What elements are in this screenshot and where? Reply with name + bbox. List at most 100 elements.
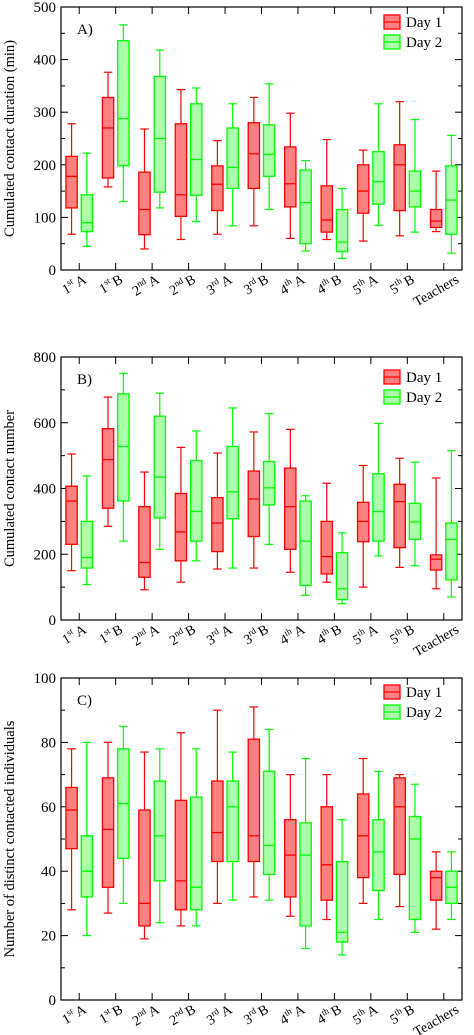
x-tick-label-suffix: A <box>219 1002 236 1020</box>
x-tick-label-suffix: A <box>292 272 309 290</box>
x-tick-label-suffix: B <box>402 1002 418 1020</box>
legend-label: Day 2 <box>406 390 442 406</box>
box-day2-2 <box>153 748 167 924</box>
box-iqr <box>299 822 312 927</box>
x-tick-label-suffix: B <box>110 622 126 640</box>
legend-label: Day 1 <box>406 15 442 31</box>
x-tick-label-sup: rd <box>246 275 258 288</box>
box-iqr <box>356 164 370 214</box>
box-day2-0 <box>80 475 94 586</box>
y-axis-label: Number of distinct contacted individuals <box>2 720 18 957</box>
box-day2-6 <box>299 757 312 950</box>
x-tick-label-suffix: A <box>219 272 236 290</box>
x-tick-label-suffix: A <box>292 622 309 640</box>
x-tick-label: 5thA <box>349 999 381 1028</box>
x-tick-label: 5thB <box>386 620 417 648</box>
box-day1-1 <box>101 741 115 914</box>
box-iqr <box>335 551 349 601</box>
y-tick-label: 500 <box>34 0 57 16</box>
x-tick-label-suffix: A <box>73 1002 90 1020</box>
box-iqr <box>80 194 94 233</box>
box-day2-9 <box>408 118 422 233</box>
x-tick-label-sup: th <box>355 626 366 638</box>
x-tick-label-sup: th <box>355 1006 366 1018</box>
box-day2-0 <box>80 152 94 247</box>
x-tick-label-suffix: B <box>110 272 126 290</box>
box-iqr <box>262 460 276 506</box>
x-tick-label-suffix: A <box>365 1002 382 1020</box>
box-day2-0 <box>80 741 94 937</box>
x-tick-label: 4thB <box>313 620 344 648</box>
box-iqr <box>335 860 349 943</box>
box-day1-4 <box>211 709 224 905</box>
x-tick-label-suffix: B <box>402 272 418 290</box>
box-iqr <box>372 819 385 892</box>
box-day2-3 <box>189 748 203 927</box>
box-day1-0 <box>65 453 78 572</box>
x-tick-label-suffix: A <box>219 622 236 640</box>
x-tick-label-sup: th <box>392 1005 403 1017</box>
y-tick-label: 400 <box>34 53 57 69</box>
box-iqr <box>320 806 334 901</box>
x-tick-label-sup: rd <box>209 1006 221 1019</box>
x-tick-label-base: Teachers <box>411 1002 461 1035</box>
x-tick-label: 2ndA <box>129 999 163 1029</box>
x-tick-label: 5thB <box>386 1000 417 1028</box>
box-day1-4 <box>211 140 224 235</box>
box-iqr <box>211 497 224 553</box>
x-tick-label: 1stA <box>58 619 90 648</box>
y-tick-label: 100 <box>34 671 57 687</box>
box-iqr <box>283 819 297 898</box>
box-day1-7 <box>320 482 334 583</box>
y-tick-label: 0 <box>49 263 57 279</box>
x-tick-label: 3rdB <box>240 270 271 299</box>
box-iqr <box>65 485 78 546</box>
box-day2-7 <box>335 532 349 605</box>
x-tick-label: 1stA <box>58 999 90 1028</box>
box-iqr <box>211 780 224 863</box>
box-iqr <box>153 415 167 519</box>
x-tick-label-suffix: A <box>146 272 163 290</box>
x-tick-label-suffix: B <box>329 272 345 290</box>
x-tick-label: 5thA <box>349 269 381 298</box>
box-day1-5 <box>247 96 261 227</box>
x-tick-label: 5thB <box>386 270 417 298</box>
box-day1-10 <box>429 477 443 590</box>
x-tick-label: 4thA <box>276 619 308 648</box>
x-tick-label: 4thA <box>276 269 308 298</box>
x-tick-label: 3rdB <box>240 620 271 649</box>
box-iqr <box>408 815 422 921</box>
series-day2 <box>80 372 458 605</box>
box-day2-4 <box>226 103 240 227</box>
box-iqr <box>138 171 151 236</box>
x-tick-label: 2ndA <box>129 619 163 649</box>
box-iqr <box>138 809 151 927</box>
box-iqr <box>356 501 370 543</box>
box-day1-3 <box>174 88 188 241</box>
box-iqr <box>189 103 203 196</box>
chart-panel-2: 0 200 400 600 800 Cumulated contact number B) 1… <box>2 350 463 660</box>
box-iqr <box>80 520 94 569</box>
y-tick-label: 40 <box>41 864 56 880</box>
box-day2-9 <box>408 461 422 567</box>
legend-label: Day 1 <box>406 370 442 386</box>
box-iqr <box>372 150 385 205</box>
x-tick-label-sup: st <box>102 275 113 287</box>
y-tick-label: 300 <box>34 105 57 121</box>
x-tick-label-suffix: B <box>402 622 418 640</box>
x-tick-label-sup: st <box>65 1006 76 1018</box>
box-day2-3 <box>189 87 203 223</box>
box-day1-7 <box>320 773 334 921</box>
x-tick-label-sup: th <box>392 625 403 637</box>
x-tick-label: Teachers <box>411 1002 461 1035</box>
panel-label: B) <box>77 372 92 388</box>
box-day2-5 <box>262 83 276 211</box>
x-tick-label: 1stB <box>96 620 126 648</box>
x-tick-label-sup: th <box>355 276 366 288</box>
x-tick-label: 2ndB <box>166 270 199 299</box>
legend-label: Day 1 <box>406 685 442 701</box>
box-day1-1 <box>101 71 115 188</box>
x-tick-label-suffix: A <box>73 622 90 640</box>
x-tick-label-sup: st <box>102 625 113 637</box>
box-day2-1 <box>117 372 130 542</box>
